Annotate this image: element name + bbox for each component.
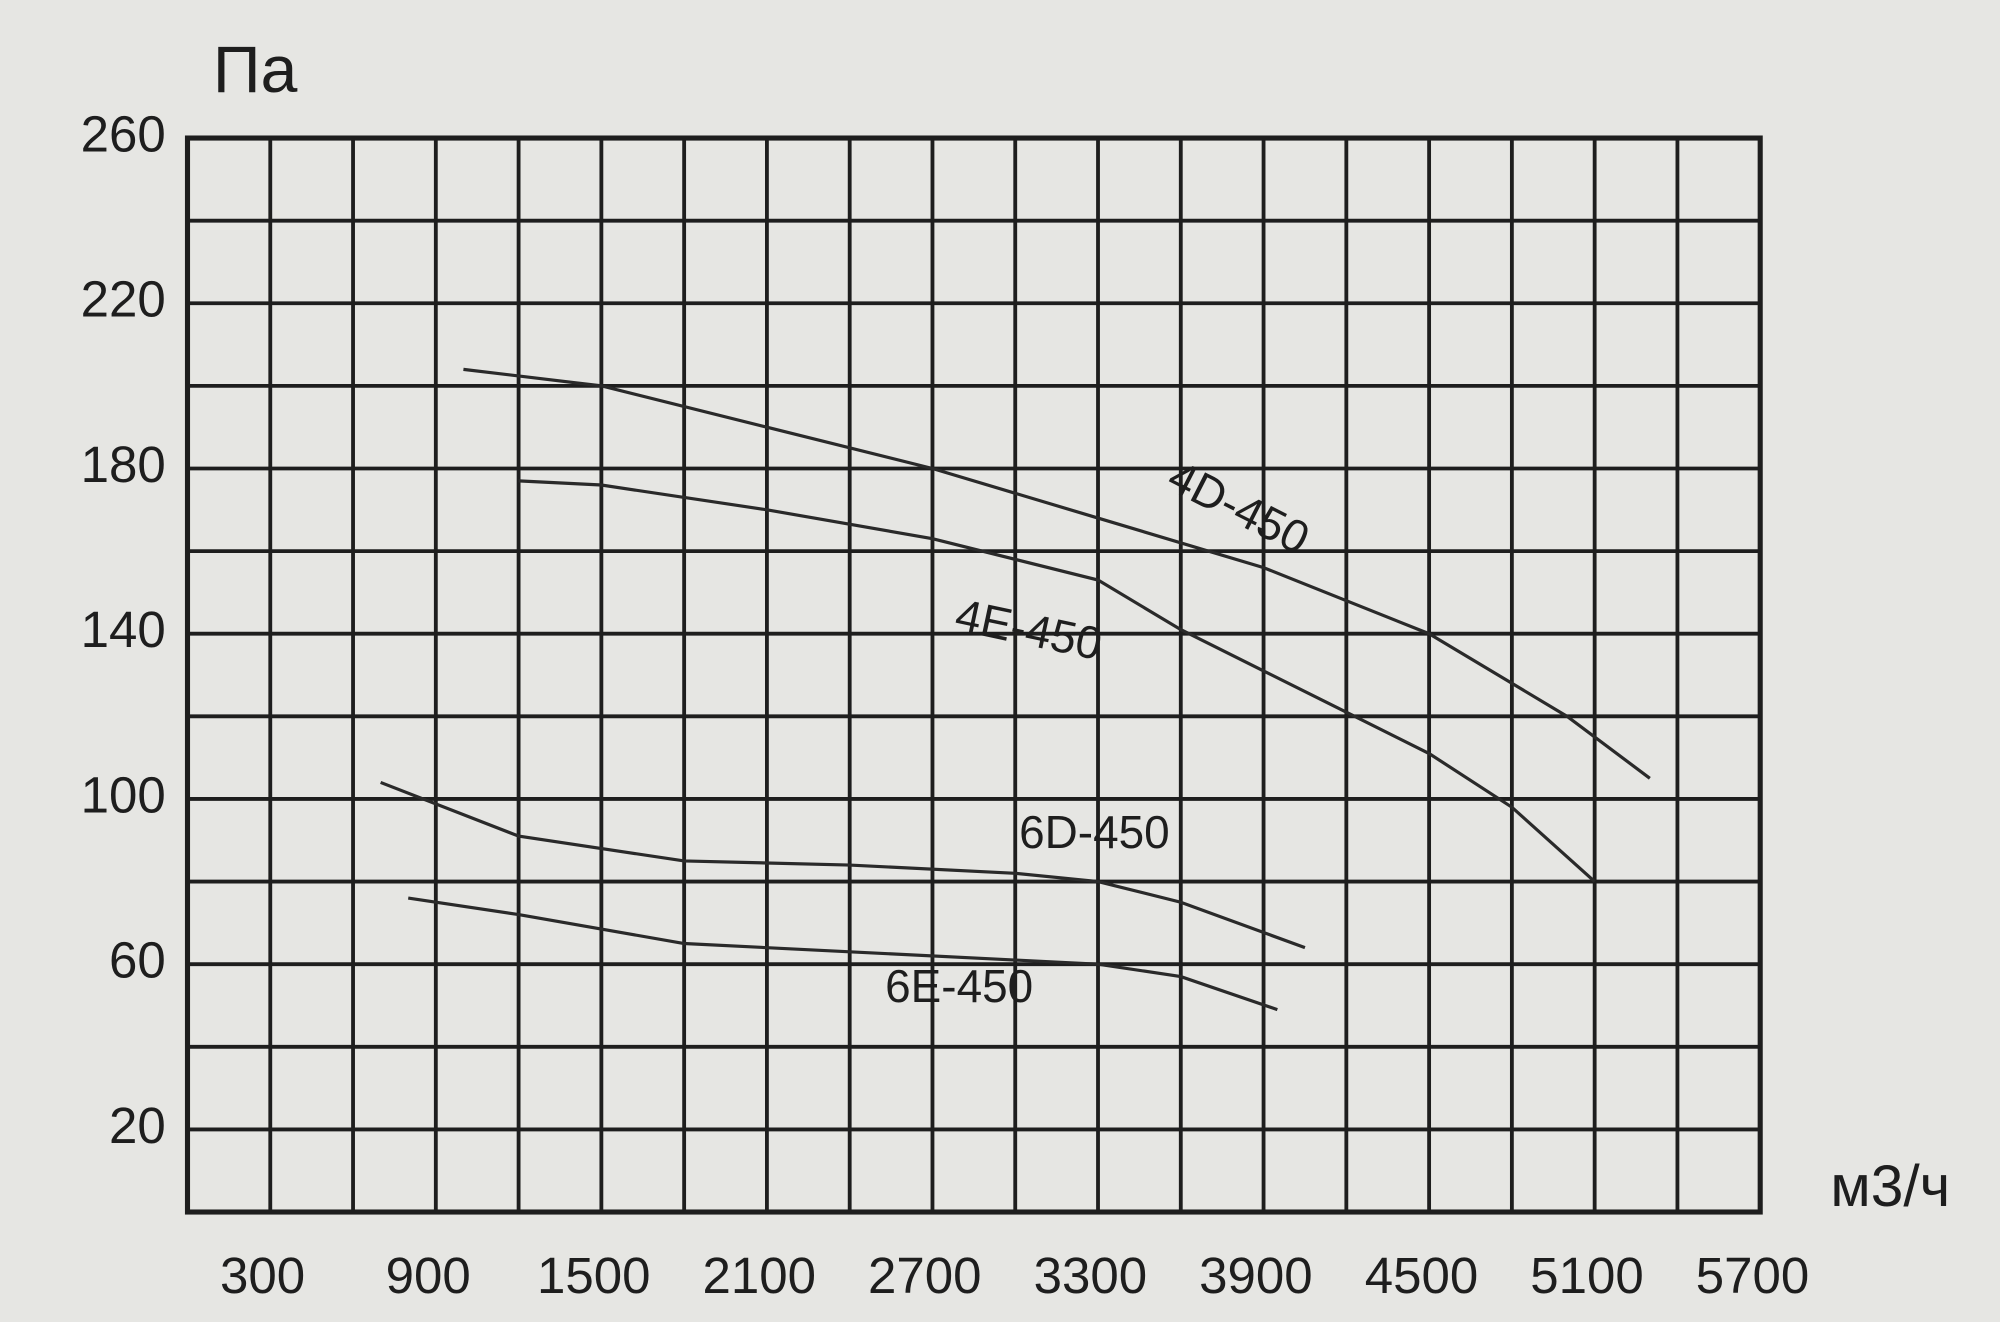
x-tick-label: 4500 [1365,1247,1479,1304]
y-tick-label: 140 [81,601,166,658]
series-label: 6E-450 [885,960,1033,1012]
x-tick-label: 5700 [1696,1247,1810,1304]
y-tick-label: 100 [81,766,166,823]
x-tick-label: 300 [220,1247,305,1304]
y-tick-label: 220 [81,271,166,328]
y-tick-label: 260 [81,106,166,163]
curve [463,367,1651,780]
x-tick-label: 5100 [1530,1247,1644,1304]
curve [380,780,1306,950]
curve [518,479,1596,883]
y-tick-label: 180 [81,436,166,493]
x-tick-label: 2100 [703,1247,817,1304]
curve [407,896,1278,1012]
plot-frame [184,135,1763,1215]
x-tick-label: 2700 [868,1247,982,1304]
x-tick-label: 900 [386,1247,471,1304]
series-label: 6D-450 [1019,806,1170,858]
x-tick-label: 3900 [1199,1247,1313,1304]
y-axis-label: Па [213,33,298,107]
x-tick-label: 3300 [1034,1247,1148,1304]
x-tick-label: 1500 [537,1247,651,1304]
y-tick-label: 60 [109,932,166,989]
x-axis-label: м3/ч [1830,1154,1950,1219]
y-tick-label: 20 [109,1097,166,1154]
